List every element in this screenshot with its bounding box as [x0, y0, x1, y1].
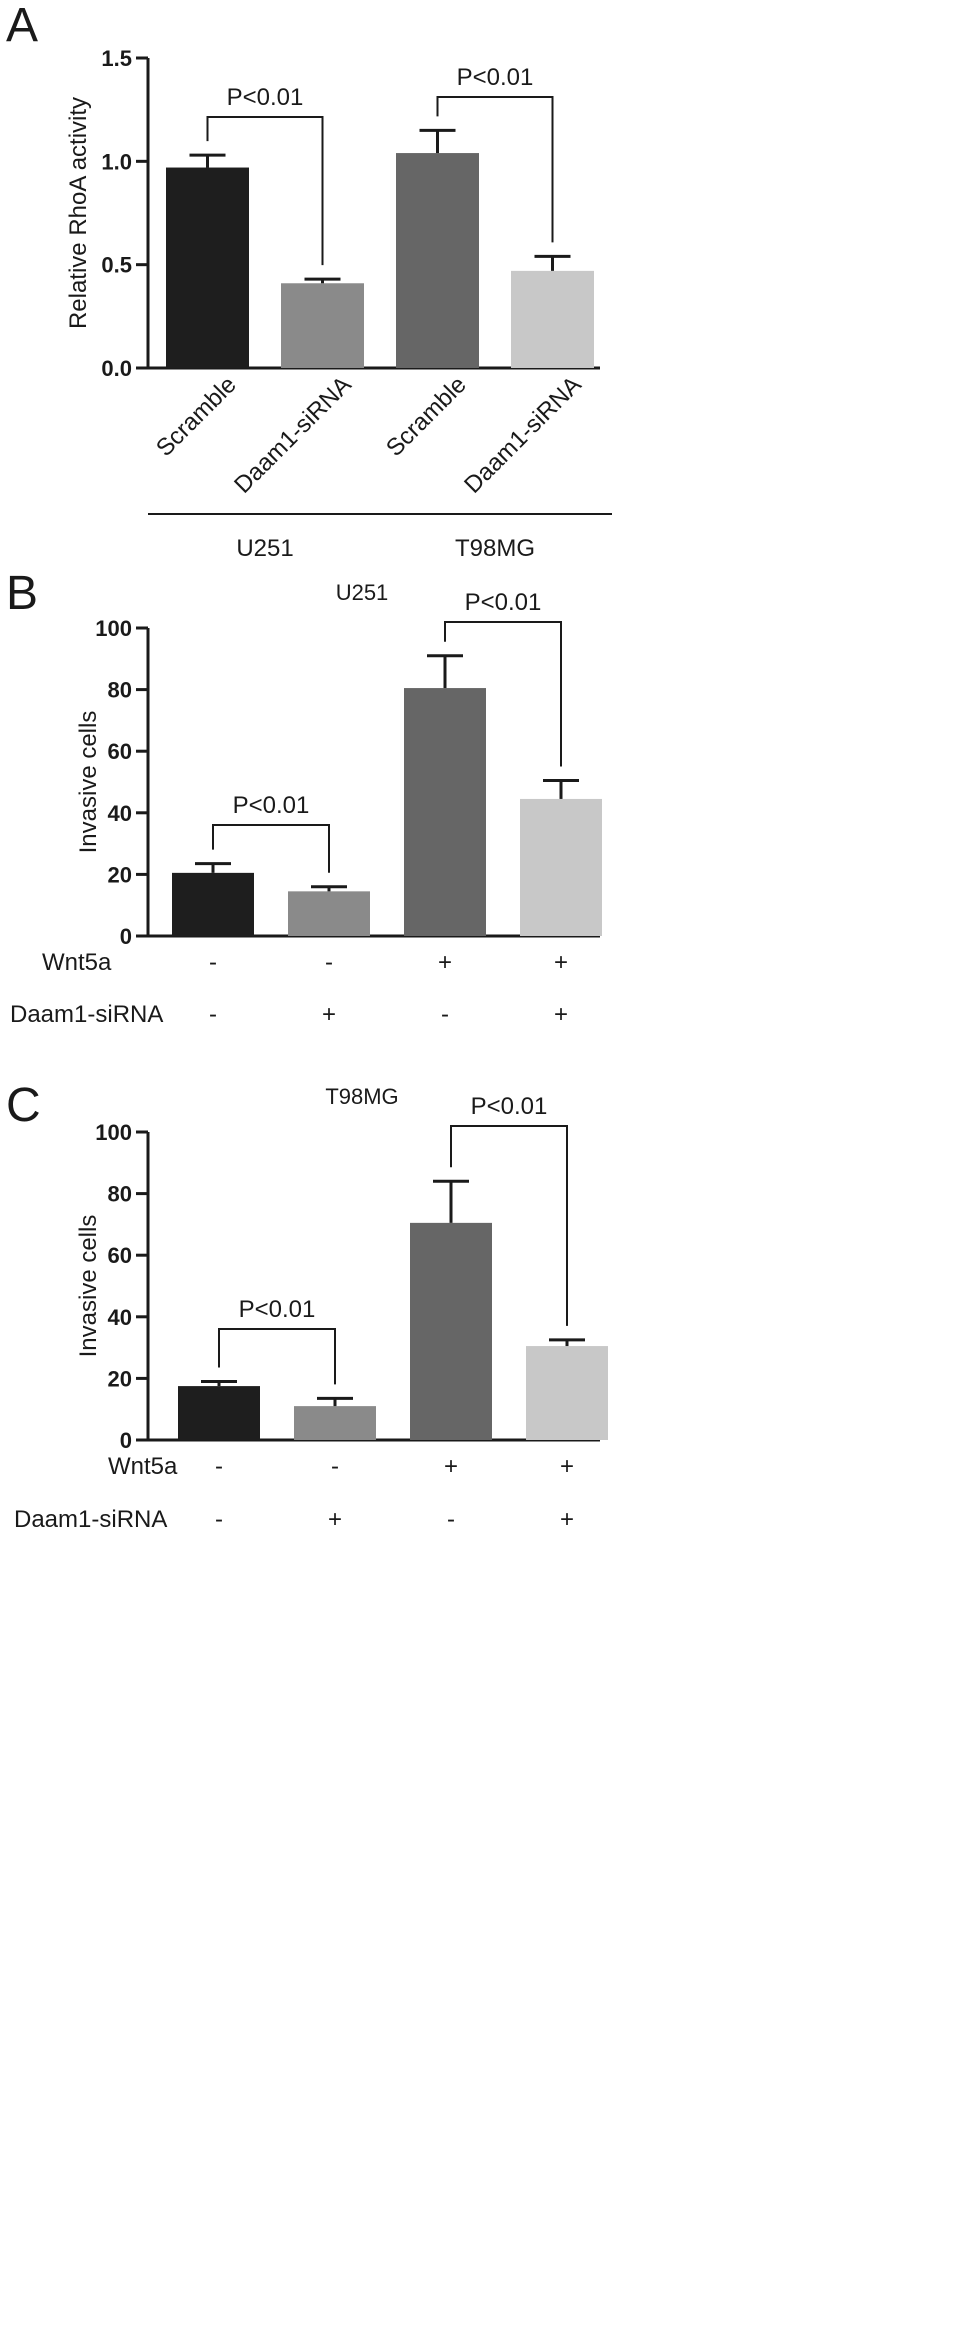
panel-label-c: C	[6, 1079, 41, 1132]
chart-b-condition-mark: +	[322, 1001, 336, 1028]
chart-a-y-tick-label: 0.0	[101, 356, 132, 381]
chart-a-bar	[396, 153, 479, 368]
chart-c-y-tick-label: 40	[108, 1305, 132, 1330]
chart-b-significance-bracket	[212, 824, 330, 873]
chart-c-y-tick-label: 100	[95, 1120, 132, 1145]
chart-b-condition-mark: -	[325, 949, 333, 976]
chart-c-significance-bracket	[218, 1328, 336, 1385]
chart-c-significance-bracket	[450, 1125, 568, 1326]
chart-c-condition-mark: -	[215, 1506, 223, 1533]
chart-c-condition-label: Wnt5a	[108, 1453, 178, 1480]
chart-c-bar	[178, 1386, 260, 1440]
chart-c-y-tick-label: 60	[108, 1243, 132, 1268]
chart-a-bar	[166, 167, 249, 368]
chart-b-bar	[404, 688, 486, 936]
chart-a-group-label: T98MG	[455, 535, 535, 562]
chart-b-bar	[288, 891, 370, 936]
chart-b-condition-mark: +	[438, 949, 452, 976]
chart-c-condition-label: Daam1-siRNA	[14, 1506, 167, 1533]
panel-label-a: A	[6, 0, 39, 52]
chart-b-y-tick-label: 40	[108, 801, 132, 826]
panel-label-b: B	[6, 567, 39, 620]
chart-c-title: T98MG	[325, 1084, 398, 1109]
chart-c-y-tick-label: 80	[108, 1182, 132, 1207]
chart-c-significance-label: P<0.01	[239, 1296, 316, 1323]
chart-a-bar	[281, 283, 364, 368]
chart-b-condition-label: Daam1-siRNA	[10, 1001, 163, 1028]
chart-a-group-label: U251	[236, 535, 293, 562]
chart-c-condition-mark: +	[560, 1453, 574, 1480]
chart-b-y-tick-label: 20	[108, 862, 132, 887]
chart-b-title: U251	[336, 580, 389, 605]
chart-c-y-axis-label: Invasive cells	[75, 1215, 102, 1358]
chart-c-bar	[526, 1346, 608, 1440]
chart-a-bar	[511, 270, 594, 368]
chart-a-x-tick-label: Daam1-siRNA	[229, 371, 357, 499]
chart-a-y-axis-label: Relative RhoA activity	[65, 97, 92, 329]
chart-b-y-tick-label: 0	[120, 924, 132, 949]
chart-a-x-tick-label: Scramble	[151, 371, 242, 462]
chart-a-y-tick-label: 1.0	[101, 149, 132, 174]
chart-b-condition-mark: -	[209, 949, 217, 976]
chart-c-bar	[410, 1222, 492, 1440]
chart-c-significance-label: P<0.01	[471, 1093, 548, 1120]
chart-a-y-tick-label: 0.5	[101, 253, 132, 278]
chart-a-significance-bracket	[206, 116, 324, 266]
chart-c-condition-mark: +	[560, 1506, 574, 1533]
chart-b-y-tick-label: 80	[108, 678, 132, 703]
chart-c-condition-mark: -	[331, 1453, 339, 1480]
chart-a-significance-bracket	[436, 96, 554, 243]
chart-c-bar	[294, 1406, 376, 1440]
chart-a-significance-label: P<0.01	[457, 64, 534, 91]
chart-a-y-tick-label: 1.5	[101, 46, 132, 71]
chart-c-condition-mark: -	[447, 1506, 455, 1533]
chart-b-y-tick-label: 100	[95, 616, 132, 641]
chart-b-condition-mark: -	[441, 1001, 449, 1028]
chart-c-condition-mark: -	[215, 1453, 223, 1480]
chart-b-significance-bracket	[444, 621, 562, 767]
chart-a-x-tick-label: Daam1-siRNA	[459, 371, 587, 499]
chart-c-y-tick-label: 20	[108, 1366, 132, 1391]
chart-c-y-tick-label: 0	[120, 1428, 132, 1453]
chart-b-condition-mark: +	[554, 1001, 568, 1028]
chart-c-condition-mark: +	[328, 1506, 342, 1533]
chart-c-condition-mark: +	[444, 1453, 458, 1480]
chart-a-x-tick-label: Scramble	[381, 371, 472, 462]
chart-b-condition-label: Wnt5a	[42, 949, 112, 976]
chart-b-y-axis-label: Invasive cells	[75, 711, 102, 854]
chart-b-condition-mark: +	[554, 949, 568, 976]
chart-b-significance-label: P<0.01	[465, 589, 542, 616]
chart-b-bar	[172, 872, 254, 936]
chart-b-y-tick-label: 60	[108, 739, 132, 764]
chart-b-bar	[520, 798, 602, 936]
chart-b-significance-label: P<0.01	[233, 792, 310, 819]
chart-b-condition-mark: -	[209, 1001, 217, 1028]
chart-a-significance-label: P<0.01	[227, 84, 304, 111]
